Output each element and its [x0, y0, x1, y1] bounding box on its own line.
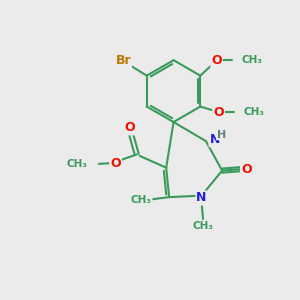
Text: CH₃: CH₃	[131, 195, 152, 205]
Text: Br: Br	[116, 54, 131, 68]
Text: CH₃: CH₃	[244, 107, 265, 118]
Text: O: O	[110, 157, 121, 170]
Text: O: O	[213, 106, 224, 119]
Text: O: O	[241, 163, 252, 176]
Text: CH₃: CH₃	[193, 221, 214, 231]
Text: CH₃: CH₃	[242, 55, 262, 65]
Text: N: N	[196, 191, 207, 205]
Text: CH₃: CH₃	[67, 159, 88, 169]
Text: O: O	[211, 54, 222, 67]
Text: N: N	[209, 133, 220, 146]
Text: H: H	[217, 130, 226, 140]
Text: O: O	[124, 122, 135, 134]
